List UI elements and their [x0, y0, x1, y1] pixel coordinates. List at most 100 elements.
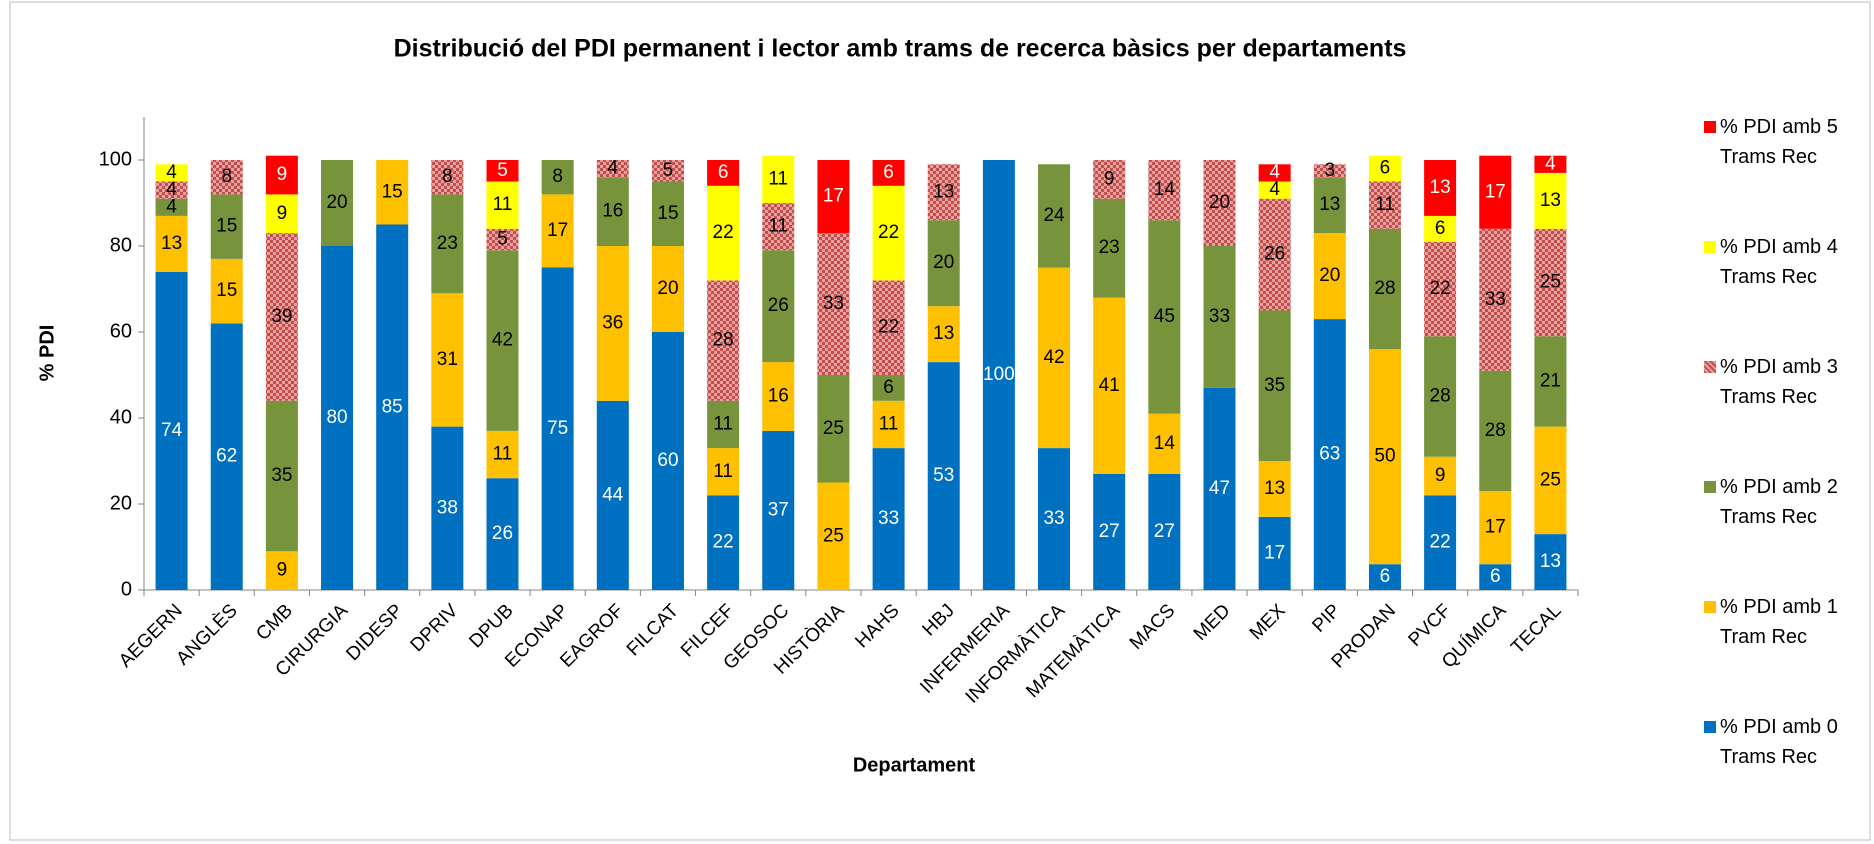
data-label: 33: [1485, 289, 1506, 310]
data-label: 31: [437, 349, 458, 370]
bar-segment: [265, 194, 298, 234]
data-label: 13: [933, 323, 954, 344]
data-label: 13: [1430, 177, 1451, 198]
bar-segment: [1148, 220, 1181, 414]
data-label: 14: [1154, 179, 1176, 200]
bar-segment: [762, 430, 795, 590]
y-tick-label: 20: [110, 492, 132, 514]
data-label: 25: [823, 525, 844, 546]
x-tick-label: ANGLÈS: [172, 600, 241, 669]
data-label: 8: [442, 166, 453, 187]
data-label: 15: [216, 216, 237, 237]
bar-segment: [872, 375, 905, 401]
data-label: 26: [1264, 244, 1285, 265]
data-label: 16: [768, 386, 789, 407]
bar-segment: [1534, 336, 1567, 427]
data-label: 33: [878, 508, 899, 529]
bar-segment: [1093, 473, 1126, 590]
bar-segment: [1203, 246, 1236, 388]
data-label: 4: [1269, 162, 1280, 183]
bar-segment: [541, 194, 574, 268]
x-tick-label: TECAL: [1507, 600, 1565, 658]
bar-segment: [872, 400, 905, 449]
bar-segment: [1258, 164, 1291, 182]
x-tick-label: DIDESP: [342, 600, 407, 665]
data-label: 3: [1325, 160, 1336, 181]
bar-segment: [210, 323, 243, 590]
data-label: 15: [382, 181, 403, 202]
x-axis-title: Departament: [853, 754, 976, 776]
bar-segment: [1424, 241, 1457, 337]
bar-segment: [1368, 228, 1401, 350]
data-label: 4: [1545, 153, 1556, 174]
bar-segment: [1313, 319, 1346, 590]
data-label: 33: [823, 293, 844, 314]
bar-segment: [1424, 336, 1457, 457]
bar-segment: [1534, 426, 1567, 535]
bar-segment: [486, 250, 519, 431]
data-label: 11: [493, 444, 513, 465]
data-label: 21: [1540, 370, 1561, 391]
bar-segment: [872, 160, 905, 186]
data-label: 35: [271, 465, 292, 486]
data-label: 5: [497, 229, 508, 250]
bar-segment: [1368, 155, 1401, 182]
bar-segment: [1038, 267, 1071, 449]
data-label: 37: [768, 499, 789, 520]
data-label: 15: [657, 203, 678, 224]
x-tick-label: HAHS: [851, 600, 903, 652]
data-label: 22: [713, 532, 734, 553]
bar-segment: [265, 551, 298, 590]
legend-swatch: [1704, 721, 1716, 733]
data-label: 6: [1435, 218, 1446, 239]
data-label: 62: [216, 446, 237, 467]
legend-label: % PDI amb 4 Trams Rec: [1720, 236, 1838, 288]
data-label: 17: [547, 220, 568, 241]
bar-segment: [1424, 215, 1457, 242]
x-tick-label: PIP: [1308, 600, 1345, 637]
x-tick-label: HBJ: [919, 600, 959, 640]
bar-segment: [1424, 160, 1457, 216]
data-label: 11: [1375, 194, 1395, 215]
data-label: 44: [602, 484, 624, 505]
data-label: 33: [1209, 306, 1230, 327]
bar-segment: [982, 160, 1015, 590]
bar-segment: [1534, 534, 1567, 590]
data-label: 35: [1264, 375, 1285, 396]
data-label: 13: [161, 233, 182, 254]
data-label: 5: [497, 160, 508, 181]
legend-swatch: [1704, 121, 1716, 133]
x-tick-label: MEX: [1246, 600, 1290, 644]
bar-segment: [486, 160, 519, 182]
data-label: 20: [326, 192, 347, 213]
bar-segment: [486, 430, 519, 479]
bar-segment: [762, 155, 795, 203]
bar-segment: [596, 160, 629, 178]
bar-segment: [1368, 181, 1401, 229]
data-label: 20: [1319, 265, 1340, 286]
bar-segment: [1258, 310, 1291, 461]
bar-segment: [707, 160, 740, 186]
bar-segment: [651, 160, 684, 182]
data-label: 5: [663, 160, 674, 181]
bar-segment: [1479, 491, 1512, 565]
bar-segment: [1313, 233, 1346, 320]
bar-segment: [1258, 516, 1291, 590]
data-label: 22: [878, 222, 899, 243]
legend-label: % PDI amb 3 Trams Rec: [1720, 356, 1838, 408]
bar-segment: [1093, 198, 1126, 298]
bar-segment: [1534, 228, 1567, 337]
bar-segment: [1148, 473, 1181, 590]
bar-segment: [1093, 297, 1126, 474]
bar-segment: [265, 233, 298, 401]
data-label: 28: [1485, 420, 1506, 441]
data-label: 38: [437, 497, 458, 518]
legend-swatch: [1704, 481, 1716, 493]
data-label: 9: [1104, 168, 1115, 189]
bar-segment: [541, 267, 574, 590]
data-label: 26: [492, 523, 513, 544]
data-label: 28: [713, 330, 734, 351]
bar-segment: [762, 250, 795, 363]
data-label: 4: [166, 196, 177, 217]
x-tick-label: PVCF: [1405, 600, 1456, 651]
